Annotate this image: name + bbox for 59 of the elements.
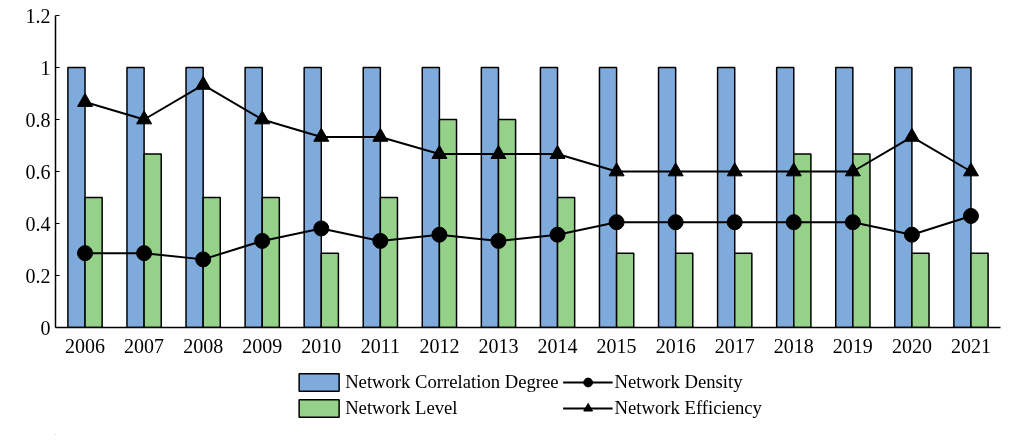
- x-tick-label: 2015: [596, 334, 637, 357]
- x-tick-label: 2017: [714, 334, 755, 357]
- point: [136, 245, 153, 262]
- point: [785, 162, 802, 177]
- y-tick-label: 0.6: [25, 160, 51, 183]
- point: [490, 232, 507, 249]
- point: [667, 214, 684, 231]
- point: [549, 226, 566, 243]
- x-tick-label: 2007: [124, 334, 165, 357]
- point: [313, 220, 330, 237]
- point: [195, 251, 212, 268]
- point: [372, 127, 389, 142]
- point: [608, 162, 625, 177]
- point: [726, 162, 743, 177]
- point: [962, 207, 979, 224]
- point: [372, 232, 389, 249]
- point: [844, 214, 861, 231]
- point: [77, 92, 94, 107]
- x-tick-label: 2019: [832, 334, 873, 357]
- y-tick-label: 0.8: [25, 108, 51, 131]
- point: [431, 144, 448, 159]
- legend-label: Network Density: [614, 371, 743, 393]
- point: [667, 162, 684, 177]
- x-tick-label: 2014: [537, 334, 578, 357]
- y-tick-label: 0.4: [25, 212, 51, 235]
- x-tick-label: 2009: [242, 334, 283, 357]
- point: [490, 144, 507, 159]
- point: [254, 232, 271, 249]
- legend-label: Network Correlation Degree: [345, 371, 559, 393]
- x-tick-label: 2021: [950, 334, 991, 357]
- point: [549, 144, 566, 159]
- x-tick-label: 2013: [478, 334, 519, 357]
- point: [313, 127, 330, 142]
- x-tick-label: 2018: [773, 334, 814, 357]
- x-tick-label: 2010: [301, 334, 342, 357]
- x-tick-label: 2020: [891, 334, 932, 357]
- x-tick-label: 2016: [655, 334, 696, 357]
- point: [77, 245, 94, 262]
- point: [254, 110, 271, 125]
- x-tick-label: 2008: [183, 334, 224, 357]
- y-tick-label: 1: [40, 56, 51, 79]
- x-tick-label: 2012: [419, 334, 460, 357]
- point: [195, 75, 212, 90]
- y-tick-label: 1.2: [25, 4, 51, 27]
- y-tick-label: 0: [40, 316, 51, 339]
- point: [608, 214, 625, 231]
- point: [903, 127, 920, 142]
- point: [785, 214, 802, 231]
- x-tick-label: 2006: [65, 334, 106, 357]
- point: [903, 226, 920, 243]
- point: [726, 214, 743, 231]
- y-tick-label: 0.2: [25, 264, 51, 287]
- legend-label: Network Efficiency: [614, 397, 762, 419]
- x-tick-label: 2011: [360, 334, 400, 357]
- point: [844, 162, 861, 177]
- legend-label: Network Level: [345, 397, 458, 419]
- point: [136, 110, 153, 125]
- point: [962, 162, 979, 177]
- point: [431, 226, 448, 243]
